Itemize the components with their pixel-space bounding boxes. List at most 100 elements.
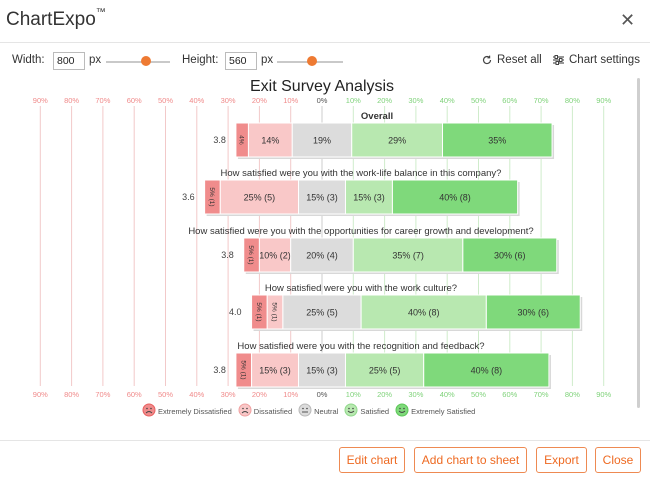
bar-segment bbox=[344, 352, 425, 388]
width-slider-handle[interactable] bbox=[141, 56, 151, 66]
data-label: 15% (3) bbox=[259, 366, 291, 376]
axis-tick-label: 40% bbox=[189, 96, 204, 105]
height-input[interactable] bbox=[225, 52, 257, 70]
axis-tick-label: 40% bbox=[189, 390, 204, 399]
width-slider-track[interactable] bbox=[106, 61, 170, 63]
axis-tick-label: 30% bbox=[221, 390, 236, 399]
data-label: 20% (4) bbox=[306, 251, 338, 261]
add-chart-to-sheet-button[interactable]: Add chart to sheet bbox=[414, 447, 527, 473]
height-label: Height: bbox=[182, 54, 219, 66]
axis-tick-label: 30% bbox=[408, 96, 423, 105]
bar-segment bbox=[423, 352, 550, 388]
question-label: How satisfied were you with the recognit… bbox=[237, 341, 484, 352]
data-label: 5% (1) bbox=[239, 360, 246, 379]
close-icon[interactable]: ✕ bbox=[620, 10, 636, 30]
height-unit: px bbox=[261, 54, 274, 66]
legend-label: Dissatisfied bbox=[253, 406, 293, 416]
axis-tick-label: 50% bbox=[471, 390, 486, 399]
bar-segment bbox=[298, 179, 346, 215]
legend-label: Neutral bbox=[314, 406, 339, 416]
smiley-face-icon bbox=[395, 403, 409, 419]
data-label: 15% (3) bbox=[353, 193, 385, 203]
sad-face-icon bbox=[142, 403, 156, 419]
data-label: 30% (6) bbox=[518, 308, 550, 318]
bar-segment bbox=[442, 122, 553, 158]
axis-tick-label: 90% bbox=[33, 96, 48, 105]
legend-item: Extremely Satisfied bbox=[395, 403, 475, 419]
height-slider-handle[interactable] bbox=[307, 56, 317, 66]
axis-tick-label: 50% bbox=[158, 96, 173, 105]
data-label: 25% (5) bbox=[369, 366, 401, 376]
axis-tick-label: 10% bbox=[283, 390, 298, 399]
data-label: 4% bbox=[238, 135, 245, 145]
chart-settings-link[interactable]: Chart settings bbox=[552, 54, 640, 66]
axis-tick-label: 20% bbox=[252, 96, 267, 105]
legend-item: Satisfied bbox=[344, 403, 389, 419]
legend-label: Satisfied bbox=[360, 406, 390, 416]
question-label: How satisfied were you with the work cul… bbox=[265, 283, 457, 294]
footer-divider bbox=[0, 440, 650, 441]
bar-segment bbox=[485, 294, 581, 330]
legend-item: Neutral bbox=[298, 403, 338, 419]
trademark-mark: ™ bbox=[95, 7, 106, 18]
axis-tick-label: 50% bbox=[158, 390, 173, 399]
axis-tick-label: 20% bbox=[252, 390, 267, 399]
question-label: How satisfied were you with the work-lif… bbox=[221, 168, 502, 179]
axis-tick-label: 80% bbox=[565, 390, 580, 399]
axis-tick-label: 10% bbox=[283, 96, 298, 105]
axis-tick-label: 60% bbox=[502, 390, 517, 399]
reset-icon bbox=[481, 54, 493, 66]
legend-item: Dissatisfied bbox=[238, 403, 292, 419]
data-label: 35% bbox=[488, 136, 506, 146]
data-label: 29% bbox=[388, 136, 406, 146]
neutral-face-icon bbox=[298, 403, 312, 419]
axis-tick-label: 90% bbox=[596, 390, 611, 399]
bar-segment bbox=[290, 237, 354, 273]
data-label: 25% (5) bbox=[244, 193, 276, 203]
dialog-title: ChartExpo™ bbox=[6, 7, 106, 31]
axis-tick-label: 80% bbox=[64, 96, 79, 105]
axis-tick-label: 80% bbox=[64, 390, 79, 399]
data-label: 40% (8) bbox=[408, 308, 440, 318]
axis-tick-label: 40% bbox=[440, 96, 455, 105]
close-button[interactable]: Close bbox=[595, 447, 641, 473]
data-label: 40% (8) bbox=[471, 366, 503, 376]
axis-tick-label: 90% bbox=[33, 390, 48, 399]
chart-legend: Extremely Dissatisfied Dissatisfied Neutra… bbox=[142, 403, 475, 419]
axis-tick-label: 80% bbox=[565, 96, 580, 105]
data-label: 40% (8) bbox=[439, 193, 471, 203]
data-label: 14% bbox=[261, 136, 279, 146]
axis-tick-label: 0% bbox=[317, 96, 328, 105]
data-label: 5% (1) bbox=[255, 302, 262, 321]
bar-segment bbox=[298, 352, 346, 388]
mean-score: 3.8 bbox=[221, 250, 234, 260]
axis-tick-label: 50% bbox=[471, 96, 486, 105]
legend-label: Extremely Satisfied bbox=[411, 406, 476, 416]
axis-tick-label: 60% bbox=[127, 390, 142, 399]
width-input[interactable] bbox=[53, 52, 85, 70]
edit-chart-button[interactable]: Edit chart bbox=[339, 447, 405, 473]
axis-tick-label: 70% bbox=[534, 390, 549, 399]
legend-label: Extremely Dissatisfied bbox=[158, 406, 232, 416]
likert-chart: 90% 90% 80% 80% 70% 70% 60% 60% 50% 50% 40% 40% 30% 3… bbox=[33, 96, 612, 399]
app-title: ChartExpo bbox=[6, 9, 96, 30]
bar-segment bbox=[391, 179, 519, 215]
axis-tick-label: 70% bbox=[95, 390, 110, 399]
chart-settings-label: Chart settings bbox=[569, 54, 640, 66]
data-label: 5% (1) bbox=[208, 187, 215, 206]
bar-segment bbox=[251, 352, 300, 388]
axis-tick-label: 10% bbox=[346, 96, 361, 105]
axis-tick-label: 10% bbox=[346, 390, 361, 399]
settings-sliders-icon bbox=[552, 54, 565, 66]
mean-score: 3.6 bbox=[182, 192, 195, 202]
axis-tick-label: 40% bbox=[440, 390, 455, 399]
bar-segment bbox=[344, 179, 393, 215]
data-label: 5% (1) bbox=[247, 245, 254, 264]
reset-all-link[interactable]: Reset all bbox=[481, 54, 542, 66]
vertical-scrollbar[interactable] bbox=[637, 78, 640, 408]
axis-tick-label: 60% bbox=[502, 96, 517, 105]
data-label: 15% (3) bbox=[306, 366, 338, 376]
bar-segment bbox=[219, 179, 300, 215]
export-button[interactable]: Export bbox=[536, 447, 587, 473]
question-label: Overall bbox=[361, 111, 393, 122]
